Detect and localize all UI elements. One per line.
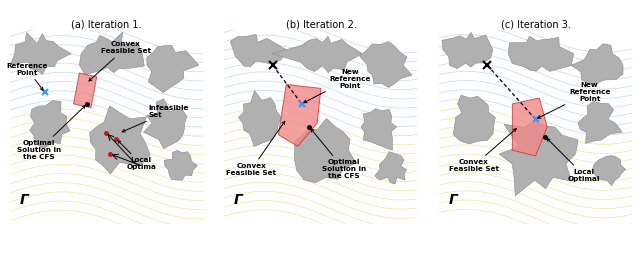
Polygon shape [508,36,573,71]
Text: New
Reference
Point: New Reference Point [538,82,611,118]
Text: Convex
Feasible Set: Convex Feasible Set [89,41,150,81]
Text: Local
Optima: Local Optima [118,140,156,170]
Polygon shape [74,73,97,108]
Title: (c) Iteration 3.: (c) Iteration 3. [500,20,570,30]
Polygon shape [239,91,282,146]
Polygon shape [499,121,578,196]
Polygon shape [278,85,321,146]
Polygon shape [90,106,150,174]
Polygon shape [294,119,356,183]
Text: Γ: Γ [449,193,458,207]
Polygon shape [578,101,622,144]
Text: New
Reference
Point: New Reference Point [304,69,371,103]
Polygon shape [164,150,197,180]
Text: Γ: Γ [234,193,243,207]
Text: Reference
Point: Reference Point [6,62,48,90]
Polygon shape [361,108,397,150]
Polygon shape [442,32,493,69]
Polygon shape [147,45,199,93]
Polygon shape [143,99,187,149]
Polygon shape [29,101,70,149]
Polygon shape [230,35,286,67]
Polygon shape [79,32,144,75]
Polygon shape [453,95,495,144]
Polygon shape [272,36,362,73]
Polygon shape [572,44,623,85]
Text: Infeasible
Set: Infeasible Set [122,105,189,132]
Title: (a) Iteration 1.: (a) Iteration 1. [71,20,141,30]
Polygon shape [360,42,412,87]
Text: Γ: Γ [19,193,28,207]
Text: Local
Optimal: Local Optimal [547,138,600,182]
Text: Convex
Feasible Set: Convex Feasible Set [449,129,516,172]
Title: (b) Iteration 2.: (b) Iteration 2. [285,20,356,30]
Text: Optimal
Solution in
the CFS: Optimal Solution in the CFS [17,106,85,160]
Polygon shape [513,98,547,156]
Polygon shape [593,156,625,186]
Text: Optimal
Solution in
the CFS: Optimal Solution in the CFS [311,129,366,180]
Polygon shape [375,152,406,184]
Polygon shape [11,33,71,74]
Text: Convex
Feasible Set: Convex Feasible Set [227,121,285,176]
